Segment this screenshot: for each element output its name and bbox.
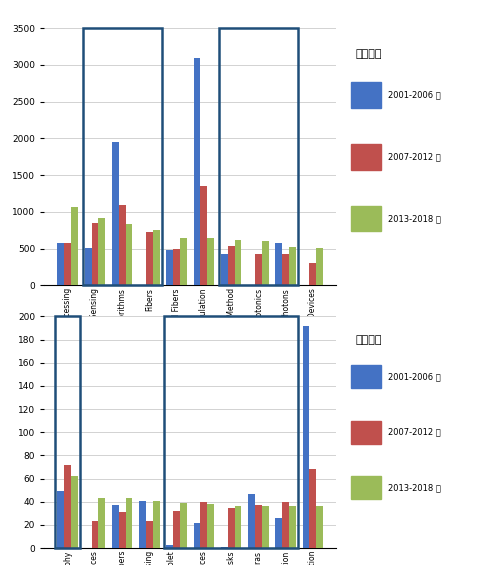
Bar <box>166 250 173 285</box>
Bar <box>126 224 133 285</box>
Text: 2013-2018 年: 2013-2018 年 <box>388 483 441 492</box>
Bar <box>193 523 200 548</box>
Text: 【日本】: 【日本】 <box>355 335 382 345</box>
Bar <box>228 246 235 285</box>
Bar <box>289 506 296 548</box>
Bar <box>71 476 78 548</box>
Bar <box>255 254 262 285</box>
Bar <box>248 494 255 548</box>
Bar <box>351 144 381 169</box>
Bar <box>82 28 162 285</box>
Bar <box>200 186 207 285</box>
Bar <box>57 492 64 548</box>
Bar <box>262 241 269 285</box>
Bar <box>139 501 146 548</box>
Bar <box>119 512 126 548</box>
Bar <box>180 237 187 285</box>
Bar <box>351 365 381 388</box>
Bar <box>153 229 160 285</box>
Bar <box>112 142 119 285</box>
Bar <box>221 254 228 285</box>
Bar <box>316 506 323 548</box>
Bar <box>180 503 187 548</box>
Bar <box>85 248 91 285</box>
Bar <box>166 545 173 548</box>
Text: 2001-2006 年: 2001-2006 年 <box>388 90 440 99</box>
Bar <box>309 470 316 548</box>
Text: 2001-2006 年: 2001-2006 年 <box>388 372 440 381</box>
Bar <box>55 316 80 548</box>
Bar <box>153 501 160 548</box>
Bar <box>275 244 282 285</box>
Bar <box>64 244 71 285</box>
Bar <box>289 247 296 285</box>
Bar <box>351 82 381 108</box>
Bar <box>173 511 180 548</box>
Bar <box>255 505 262 548</box>
Text: 2007-2012 年: 2007-2012 年 <box>388 428 440 437</box>
Bar <box>112 505 119 548</box>
Bar <box>207 238 214 285</box>
Bar <box>351 476 381 499</box>
Bar <box>98 498 105 548</box>
Bar <box>275 518 282 548</box>
Bar <box>282 502 289 548</box>
Bar <box>282 254 289 285</box>
Bar <box>302 325 309 548</box>
Bar <box>235 506 242 548</box>
Text: 【世界】: 【世界】 <box>355 49 382 59</box>
Bar <box>351 206 381 231</box>
Bar <box>173 249 180 285</box>
Bar <box>91 521 98 548</box>
Bar <box>57 244 64 285</box>
Bar <box>228 507 235 548</box>
Bar <box>164 316 298 548</box>
Bar <box>221 547 228 548</box>
Bar <box>71 207 78 285</box>
Text: 2007-2012 年: 2007-2012 年 <box>388 153 440 161</box>
Bar <box>207 504 214 548</box>
Bar <box>126 498 133 548</box>
Bar <box>262 506 269 548</box>
Bar <box>351 420 381 444</box>
Bar <box>309 263 316 285</box>
Bar <box>235 240 242 285</box>
Bar <box>146 232 153 285</box>
Bar <box>200 502 207 548</box>
Text: 2013-2018 年: 2013-2018 年 <box>388 214 441 223</box>
Bar <box>316 248 323 285</box>
Bar <box>219 28 298 285</box>
Bar <box>119 205 126 285</box>
Bar <box>98 218 105 285</box>
Bar <box>146 521 153 548</box>
Bar <box>193 58 200 285</box>
Bar <box>91 223 98 285</box>
Bar <box>64 464 71 548</box>
